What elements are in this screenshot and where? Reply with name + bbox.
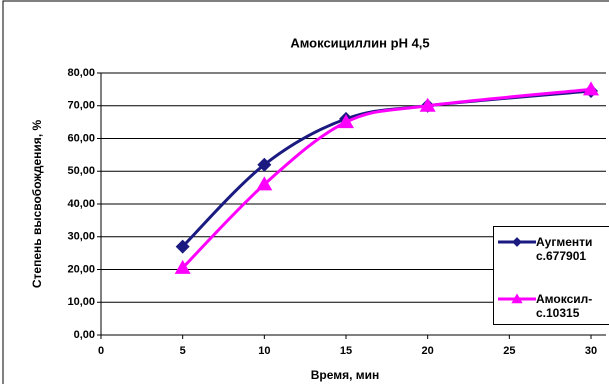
marker xyxy=(338,114,354,129)
marker xyxy=(583,81,599,96)
legend-entry: Амоксил-с.10315 xyxy=(498,292,602,320)
x-axis-label: Время, мин xyxy=(311,368,380,382)
marker xyxy=(175,239,190,254)
x-tick-label: 15 xyxy=(340,345,352,357)
chart-title: Амоксициллин pH 4,5 xyxy=(290,35,429,50)
y-axis-label: Степень высвобождения, % xyxy=(30,120,44,289)
x-tick-label: 5 xyxy=(180,345,186,357)
marker xyxy=(174,259,191,274)
y-tick-label: 60,00 xyxy=(67,132,95,144)
y-tick-label: 70,00 xyxy=(67,100,95,112)
marker xyxy=(257,157,272,172)
marker xyxy=(419,97,436,112)
legend-entry: Аугменти с.677901 xyxy=(498,235,602,263)
y-tick-label: 20,00 xyxy=(67,263,95,275)
marker xyxy=(512,237,522,247)
x-tick-label: 0 xyxy=(98,345,104,357)
y-tick-label: 80,00 xyxy=(67,67,95,79)
y-tick-label: 50,00 xyxy=(67,165,95,177)
legend-label: Амоксил-с.10315 xyxy=(536,292,593,320)
x-tick-label: 20 xyxy=(422,345,434,357)
y-tick-label: 10,00 xyxy=(67,296,95,308)
legend-swatch xyxy=(498,293,536,304)
marker xyxy=(511,293,523,304)
legend: Аугменти с.677901 Амоксил-с.10315 xyxy=(493,226,609,325)
x-tick-label: 25 xyxy=(503,345,515,357)
legend-swatch xyxy=(498,237,536,247)
y-tick-label: 30,00 xyxy=(67,231,95,243)
y-tick-label: 0,00 xyxy=(74,329,95,341)
legend-label: Аугменти с.677901 xyxy=(536,235,593,263)
y-tick-label: 40,00 xyxy=(67,198,95,210)
x-tick-label: 30 xyxy=(585,345,597,357)
marker xyxy=(256,176,273,191)
x-tick-label: 10 xyxy=(258,345,270,357)
